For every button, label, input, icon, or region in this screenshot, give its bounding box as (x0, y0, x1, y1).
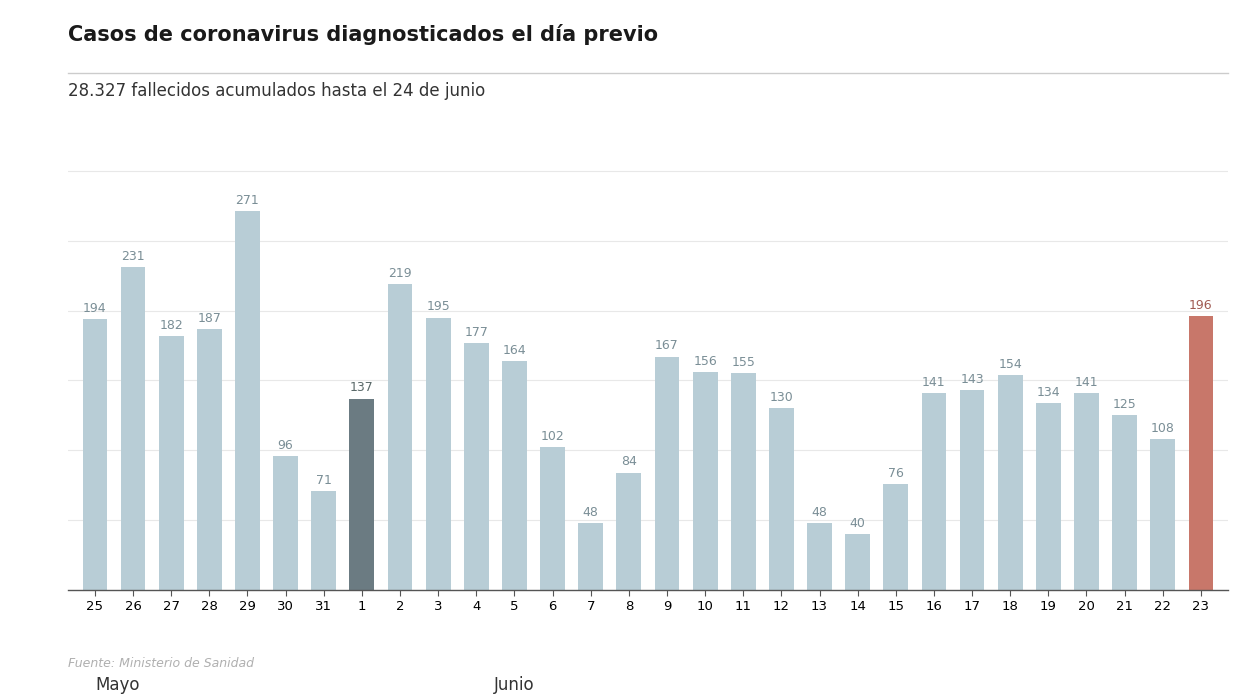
Text: 271: 271 (236, 194, 259, 207)
Bar (960, 390, 985, 590)
Text: Junio: Junio (494, 676, 534, 695)
Bar (769, 408, 794, 590)
Bar (1074, 393, 1099, 590)
Text: 155: 155 (732, 356, 755, 369)
Bar (1188, 316, 1213, 590)
Bar (921, 393, 946, 590)
Text: 108: 108 (1151, 422, 1174, 435)
Bar (425, 318, 450, 590)
Text: 177: 177 (464, 325, 489, 339)
Text: 156: 156 (693, 355, 717, 368)
Bar (655, 357, 680, 590)
Bar (236, 211, 260, 590)
Bar (730, 373, 755, 590)
Text: 164: 164 (502, 343, 526, 357)
Text: 231: 231 (122, 250, 145, 263)
Text: Fuente: Ministerio de Sanidad: Fuente: Ministerio de Sanidad (68, 657, 254, 670)
Text: 137: 137 (350, 381, 373, 394)
Text: 40: 40 (849, 517, 866, 530)
Bar (311, 491, 336, 590)
Text: 96: 96 (278, 438, 294, 452)
Bar (502, 361, 527, 590)
Text: 141: 141 (923, 376, 946, 389)
Text: 167: 167 (655, 339, 678, 352)
Text: 28.327 fallecidos acumulados hasta el 24 de junio: 28.327 fallecidos acumulados hasta el 24… (68, 82, 485, 101)
Bar (807, 523, 832, 590)
Text: 76: 76 (888, 466, 904, 480)
Bar (578, 523, 603, 590)
Bar (388, 284, 413, 590)
Bar (464, 343, 489, 590)
Text: 102: 102 (541, 430, 564, 443)
Text: 71: 71 (316, 473, 331, 487)
Text: 219: 219 (388, 267, 412, 280)
Bar (998, 375, 1023, 590)
Bar (541, 447, 565, 590)
Text: 194: 194 (83, 302, 107, 315)
Text: 195: 195 (427, 300, 450, 313)
Text: 196: 196 (1189, 299, 1213, 312)
Text: 48: 48 (812, 505, 827, 519)
Text: 134: 134 (1037, 385, 1060, 399)
Text: 187: 187 (197, 311, 221, 325)
Bar (846, 534, 870, 590)
Bar (350, 399, 374, 590)
Text: 84: 84 (621, 455, 637, 468)
Bar (1035, 403, 1060, 590)
Text: 130: 130 (770, 391, 794, 404)
Bar (197, 329, 222, 590)
Bar (616, 473, 641, 590)
Bar (1151, 439, 1176, 590)
Text: 141: 141 (1075, 376, 1099, 389)
Text: Casos de coronavirus diagnosticados el día previo: Casos de coronavirus diagnosticados el d… (68, 24, 658, 45)
Text: 143: 143 (960, 373, 983, 386)
Bar (273, 456, 298, 590)
Bar (883, 484, 908, 590)
Text: 125: 125 (1112, 398, 1137, 411)
Bar (693, 372, 718, 590)
Text: Mayo: Mayo (95, 676, 139, 695)
Bar (159, 336, 184, 590)
Bar (120, 267, 145, 590)
Text: 48: 48 (583, 505, 599, 519)
Text: 154: 154 (998, 357, 1022, 371)
Bar (83, 319, 108, 590)
Bar (1112, 415, 1137, 590)
Text: 182: 182 (159, 318, 184, 332)
